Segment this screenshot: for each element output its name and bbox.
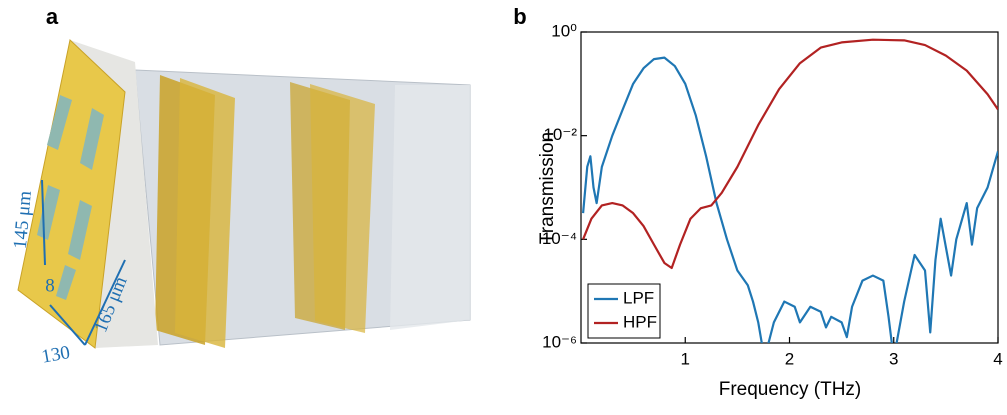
legend-label: HPF — [623, 312, 657, 331]
metal-plate — [175, 78, 235, 348]
y-axis-title: Transmission — [537, 132, 558, 244]
figure: a b 145 μm 8 130 165 μm Frequency (THz) … — [0, 0, 1007, 410]
illustration: 145 μm 8 130 165 μm — [10, 40, 470, 368]
x-tick-label: 3 — [889, 349, 898, 368]
dimension-label: 130 — [40, 342, 72, 368]
y-tick-label: 10⁻² — [543, 125, 577, 144]
panel-label: a — [46, 4, 59, 29]
y-tick-label: 10⁻⁴ — [542, 229, 577, 248]
metal-plate — [310, 84, 375, 333]
y-tick-label: 10⁻⁶ — [542, 332, 577, 351]
dimension-label: 8 — [45, 275, 55, 296]
y-tick-label: 10⁰ — [551, 21, 577, 40]
x-tick-label: 2 — [785, 349, 794, 368]
substrate-face — [390, 85, 470, 330]
x-tick-label: 1 — [681, 349, 690, 368]
legend-label: LPF — [623, 288, 654, 307]
x-axis-title: Frequency (THz) — [719, 379, 862, 400]
x-tick-label: 4 — [993, 349, 1002, 368]
panel-label: b — [513, 4, 526, 29]
series-line — [583, 40, 998, 268]
